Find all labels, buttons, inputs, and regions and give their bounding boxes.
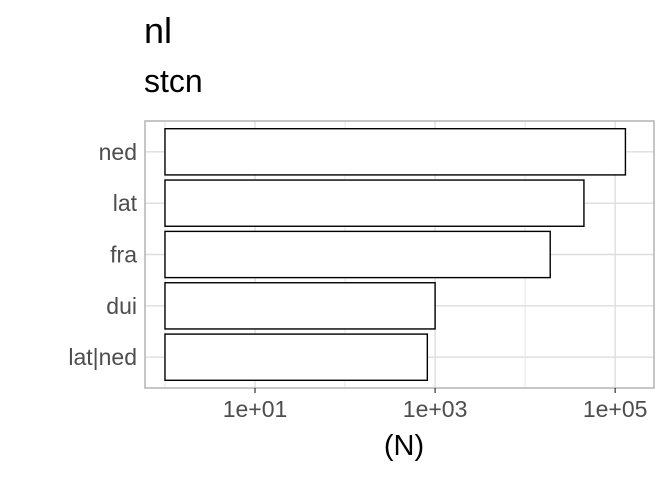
bar-fra bbox=[164, 230, 551, 279]
x-tick-label: 1e+01 bbox=[223, 396, 288, 422]
y-axis-labels: ned lat fra dui lat|ned bbox=[68, 139, 137, 370]
bar-ned bbox=[164, 128, 627, 176]
bars bbox=[164, 128, 627, 381]
y-tick-label: fra bbox=[110, 242, 137, 268]
y-tick-label: lat bbox=[113, 190, 138, 216]
chart-title: nl bbox=[144, 10, 173, 51]
x-axis-labels: 1e+01 1e+03 1e+05 bbox=[223, 388, 648, 422]
y-tick-label: lat|ned bbox=[68, 344, 137, 370]
x-tick-label: 1e+05 bbox=[583, 396, 648, 422]
bar-lat-ned bbox=[164, 333, 429, 381]
panel-border bbox=[144, 120, 655, 389]
bar-dui bbox=[164, 282, 436, 330]
bar-lat bbox=[164, 179, 585, 227]
x-axis-title: (N) bbox=[384, 430, 424, 462]
y-tick-label: ned bbox=[99, 139, 137, 165]
chart-subtitle: stcn bbox=[144, 63, 203, 99]
x-tick-label: 1e+03 bbox=[403, 396, 468, 422]
y-tick-label: dui bbox=[106, 293, 137, 319]
